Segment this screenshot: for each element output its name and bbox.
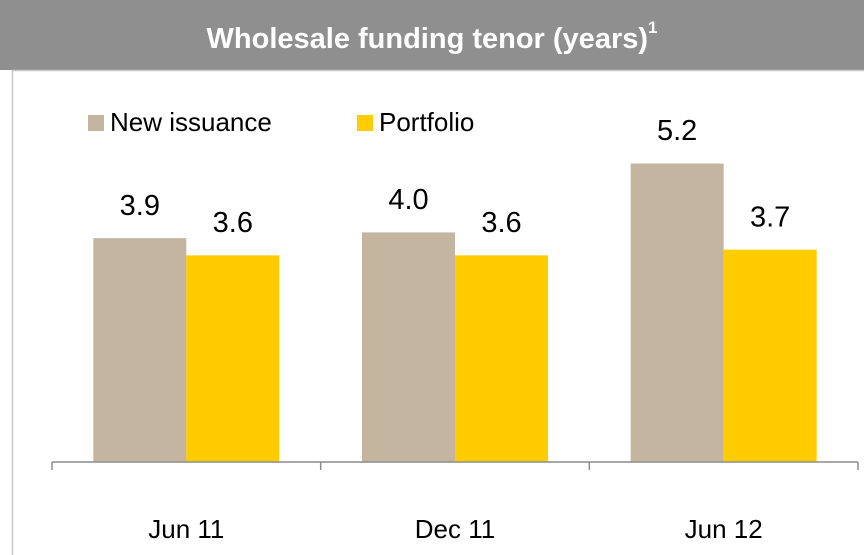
value-label: 3.6 <box>481 207 521 239</box>
x-tick-label: Dec 11 <box>415 514 495 544</box>
bar <box>362 232 455 462</box>
bar <box>93 238 187 462</box>
x-tick-label: Jun 12 <box>685 514 763 544</box>
legend-label: New issuance <box>110 107 272 137</box>
legend-swatch <box>88 115 104 131</box>
x-tick-label: Jun 11 <box>148 514 224 544</box>
value-label: 3.9 <box>120 190 160 222</box>
bar <box>186 255 280 462</box>
value-label: 3.7 <box>750 201 790 233</box>
legend-label: Portfolio <box>379 107 474 137</box>
legend-swatch <box>357 115 373 131</box>
bar <box>630 163 724 462</box>
header-bar <box>0 0 864 70</box>
bar <box>455 255 548 462</box>
value-label: 3.6 <box>213 207 253 239</box>
chart-frame <box>11 69 864 555</box>
bar <box>723 249 817 462</box>
title-footnote: 1 <box>648 18 657 37</box>
title-text: Wholesale funding tenor (years) <box>207 23 649 55</box>
value-label: 5.2 <box>657 115 697 147</box>
value-label: 4.0 <box>388 184 428 216</box>
chart-title: Wholesale funding tenor (years)1 <box>207 18 658 54</box>
